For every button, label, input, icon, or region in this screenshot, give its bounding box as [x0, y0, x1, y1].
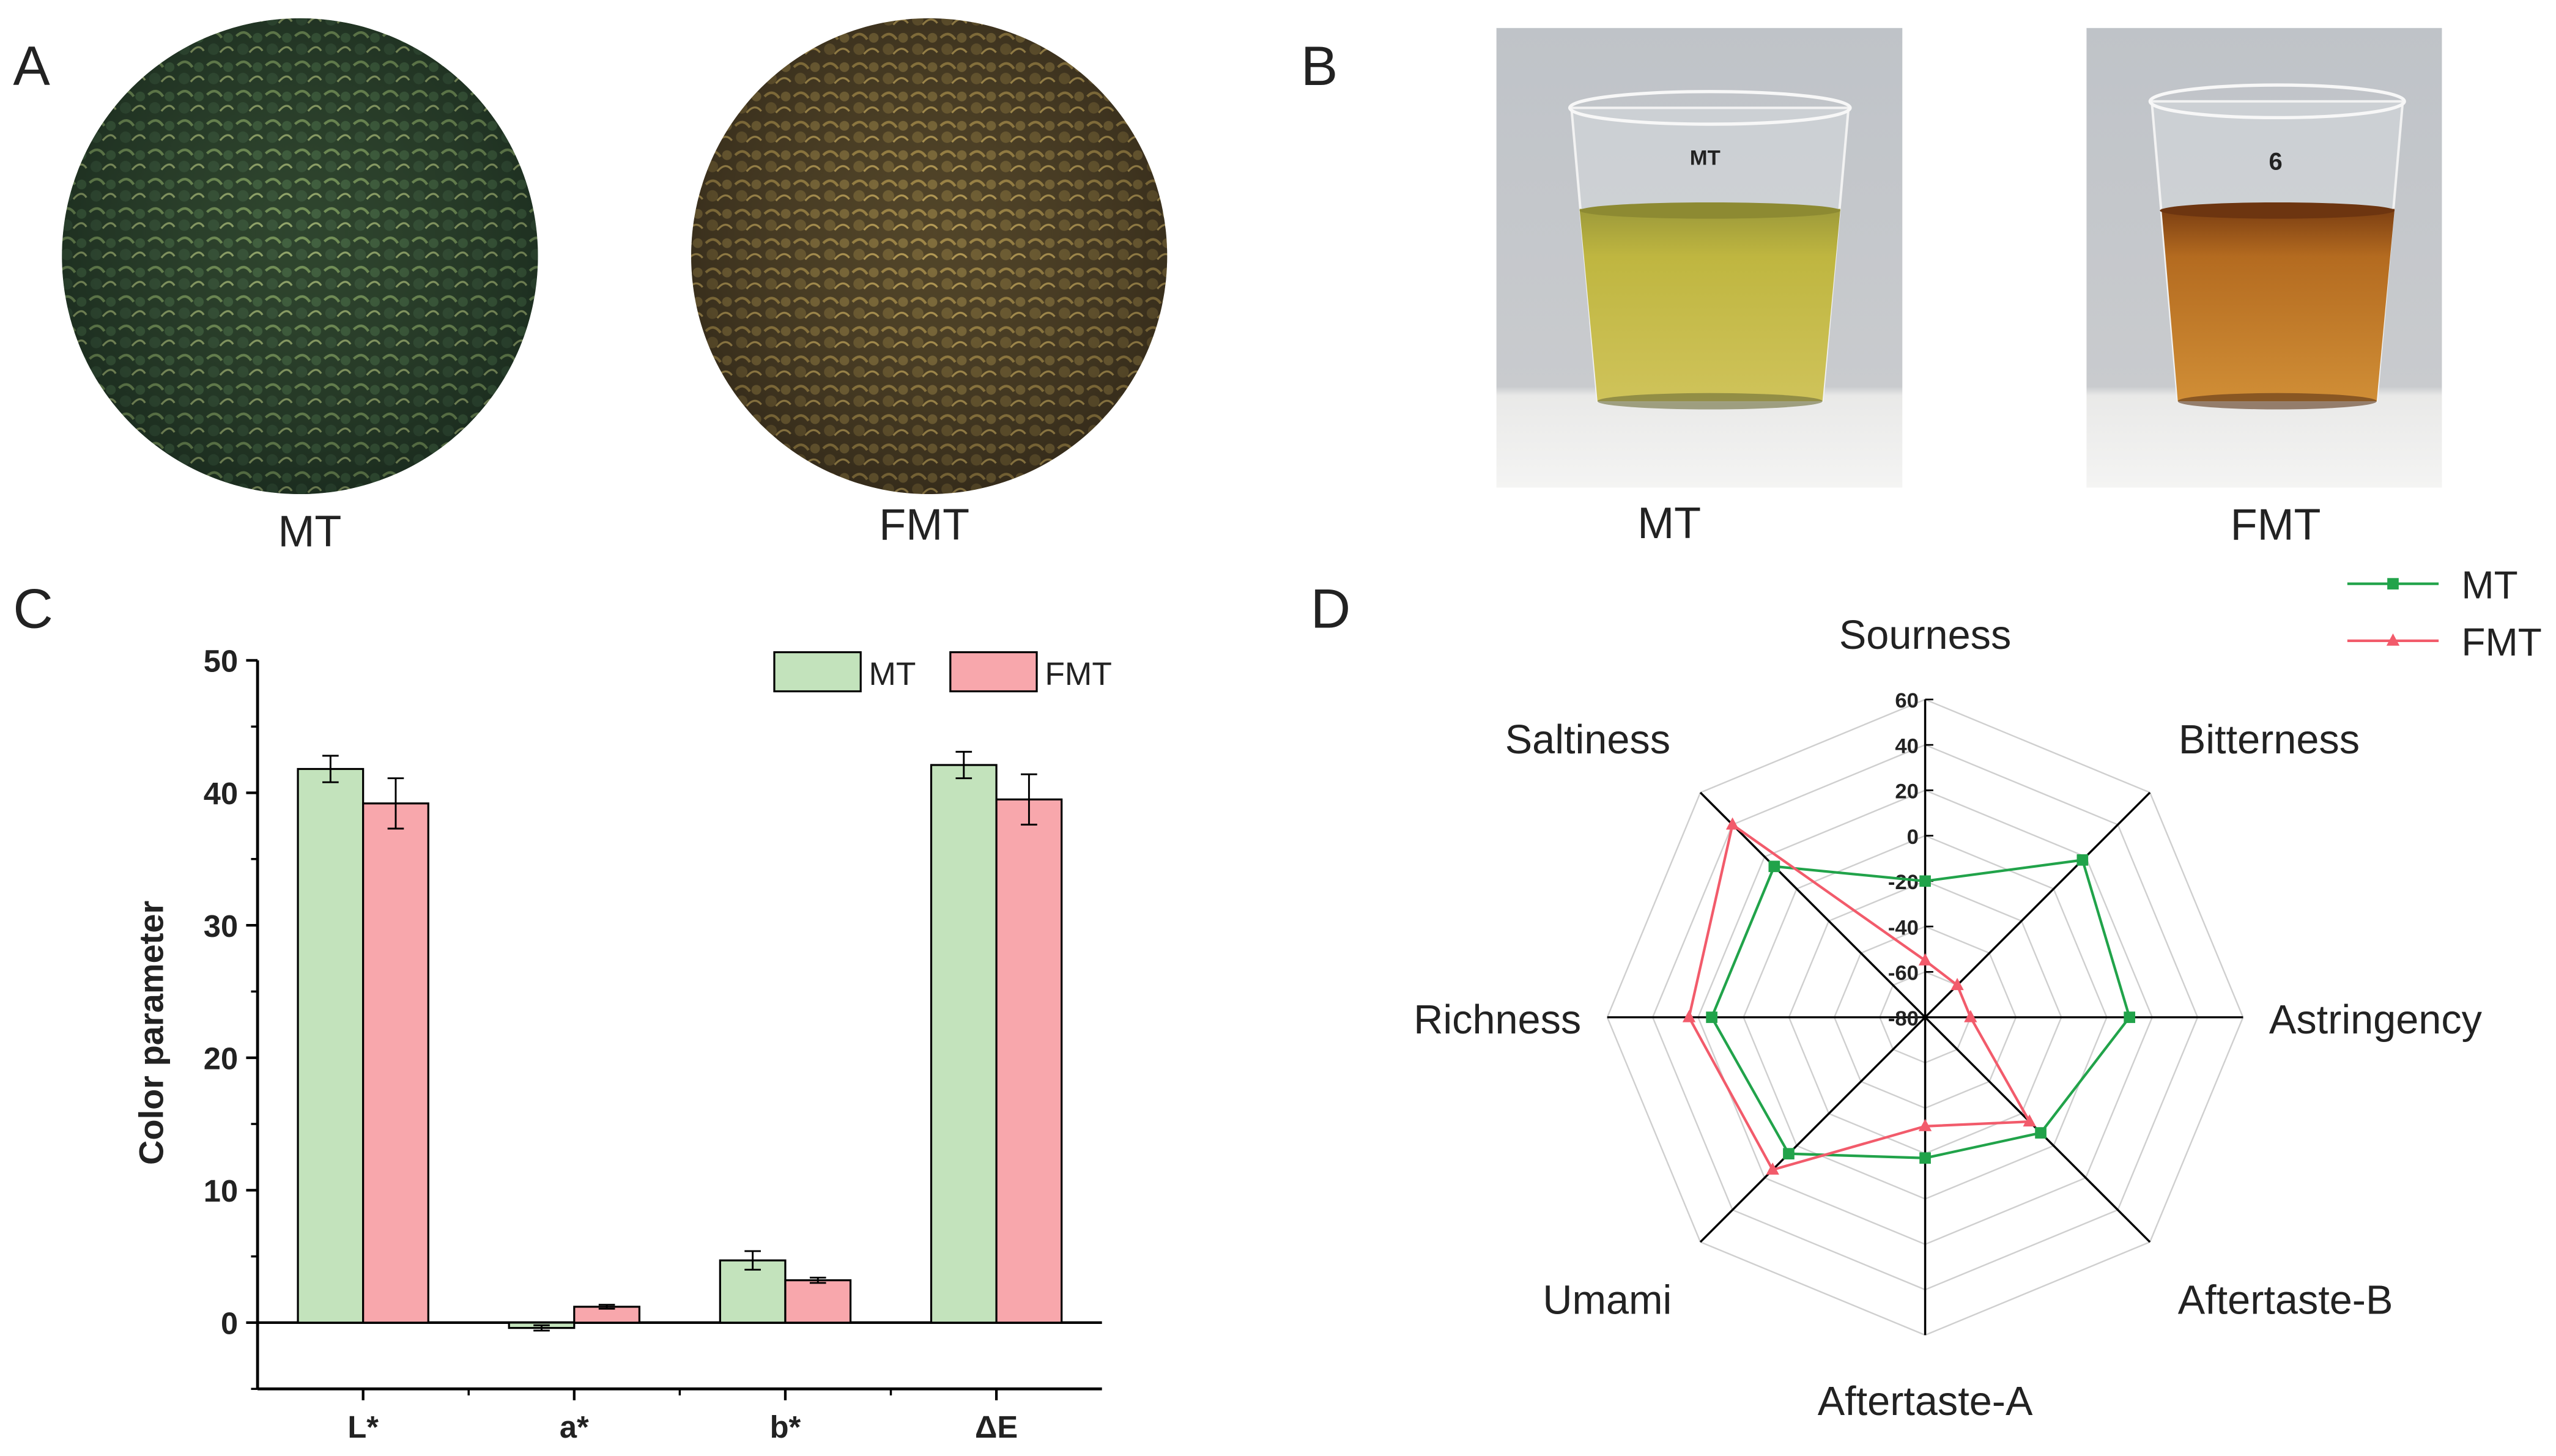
radar-point-mt [2076, 854, 2089, 866]
y-tick-label: 50 [204, 644, 238, 679]
y-tick-label: 0 [221, 1306, 238, 1341]
radar-tick-label: -40 [1888, 916, 1919, 939]
radar-point-fmt [1950, 978, 1964, 991]
mt-infusion-label: MT [1637, 499, 1701, 548]
radar-axis-label: Sourness [1839, 613, 2011, 658]
panel-b: B MT MT 6 FMT [1301, 28, 2442, 550]
y-axis-label: Color parameter [132, 901, 171, 1165]
fmt-infusion-photo: 6 [2086, 28, 2442, 488]
radar-point-fmt [1964, 1010, 1977, 1022]
x-tick-label: L* [347, 1410, 379, 1444]
x-tick-label: b* [770, 1410, 801, 1444]
radar-point-mt [2124, 1011, 2136, 1023]
radar-point-fmt [1725, 817, 1739, 830]
panel-letter-b: B [1301, 35, 1338, 97]
bar-mt-3 [930, 764, 998, 1324]
radar-point-fmt [1766, 1162, 1779, 1175]
fmt-cup-marking: 6 [2269, 149, 2282, 176]
bar-mt-2 [719, 1259, 787, 1324]
radar-chart: 60 40 20 0 -20 -40 -60 -80 Sourness Bitterness Ast… [1413, 563, 2542, 1424]
y-tick-label: 40 [204, 776, 238, 811]
legend-label-mt: MT [869, 656, 916, 692]
panel-letter-a: A [13, 35, 50, 97]
panel-c: C 0 10 20 30 40 50 Color parameter L* a* b* ΔE MT FM… [13, 578, 1112, 1445]
legend-label-fmt: FMT [1045, 656, 1112, 692]
bar-fmt-0 [362, 802, 429, 1324]
radar-point-mt [1783, 1148, 1795, 1160]
radar-tick-label: -60 [1888, 962, 1919, 985]
radar-axis-label: Aftertaste-B [2178, 1278, 2393, 1323]
radar-legend-label-fmt: FMT [2461, 620, 2541, 664]
mt-infusion-photo: MT [1496, 28, 1903, 488]
mt-leaf-label: MT [278, 507, 341, 556]
radar-point-mt [1919, 875, 1931, 887]
radar-point-mt [1706, 1011, 1717, 1023]
panel-d: D 60 40 20 0 -20 -40 -60 -80 Sourness Bitterness A… [1311, 563, 2542, 1424]
panel-letter-d: D [1311, 578, 1350, 640]
radar-axis-label: Saltiness [1505, 717, 1670, 763]
radar-tick-label: 40 [1895, 734, 1919, 758]
radar-legend-label-mt: MT [2461, 563, 2517, 607]
radar-axis-label: Umami [1543, 1278, 1672, 1323]
panel-a: A MT FMT [13, 18, 1168, 556]
radar-point-mt [1768, 860, 1780, 873]
radar-axis-label: Aftertaste-A [1818, 1379, 2033, 1424]
radar-point-fmt [1918, 953, 1932, 966]
radar-point-mt [1919, 1152, 1931, 1164]
radar-legend-marker-fmt [2386, 633, 2400, 646]
radar-axis-label: Astringency [2269, 997, 2483, 1043]
mt-leaf-image [62, 18, 538, 495]
radar-spoke [1699, 1016, 1926, 1243]
radar-point-mt [2035, 1127, 2047, 1139]
radar-point-fmt [1918, 1118, 1932, 1131]
radar-tick-label: -20 [1888, 871, 1919, 894]
bar-mt-0 [297, 767, 365, 1324]
radar-tick-label: -80 [1888, 1007, 1919, 1030]
fmt-leaf-label: FMT [879, 501, 969, 550]
fmt-leaf-image [691, 18, 1168, 495]
y-tick-label: 20 [204, 1041, 238, 1076]
x-tick-label: a* [560, 1410, 589, 1444]
radar-tick-label: 20 [1895, 780, 1919, 804]
radar-axis-label: Bitterness [2179, 717, 2360, 763]
radar-spoke [1924, 791, 2151, 1018]
legend-swatch-fmt [949, 651, 1038, 693]
legend-swatch-mt [773, 651, 862, 693]
radar-tick-label: 0 [1907, 826, 1919, 849]
bar-chart: 0 10 20 30 40 50 Color parameter L* a* b* ΔE MT FMT [132, 644, 1112, 1445]
radar-point-fmt [1682, 1010, 1696, 1022]
fmt-infusion-label: FMT [2231, 501, 2321, 550]
y-tick-label: 10 [204, 1173, 238, 1208]
bar-fmt-2 [784, 1279, 852, 1324]
radar-axis-label: Richness [1413, 997, 1581, 1043]
radar-tick-label: 60 [1895, 689, 1919, 712]
y-tick-label: 30 [204, 909, 238, 944]
radar-point-fmt [2023, 1114, 2036, 1127]
x-tick-label: ΔE [975, 1410, 1018, 1444]
mt-cup-marking: MT [1690, 147, 1721, 170]
panel-letter-c: C [13, 578, 53, 640]
bar-fmt-3 [995, 798, 1063, 1324]
radar-legend-marker-mt [2387, 578, 2399, 589]
